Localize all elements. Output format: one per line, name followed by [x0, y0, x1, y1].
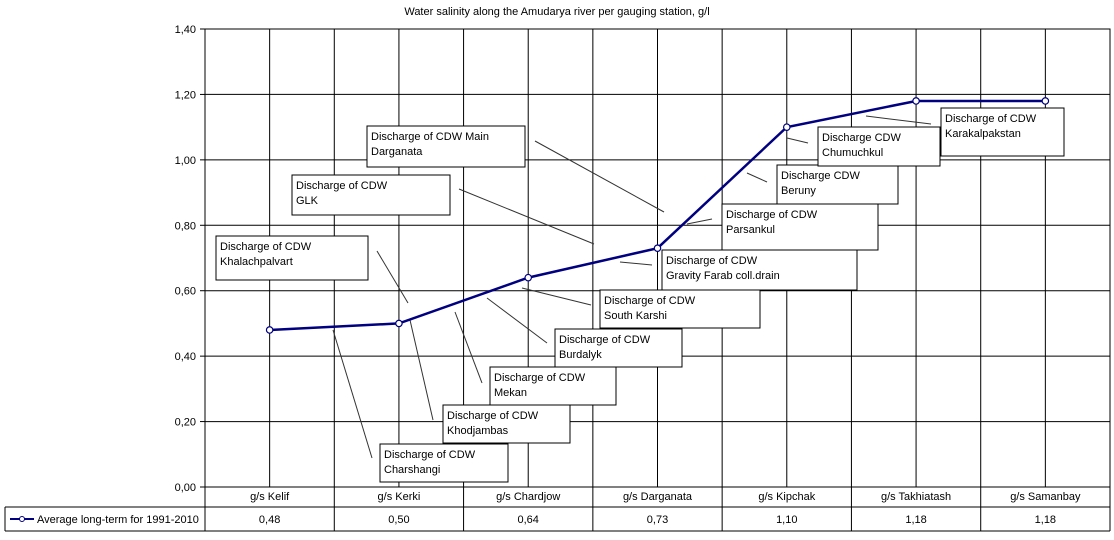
x-category-label: g/s Takhiatash	[881, 491, 951, 503]
annotation-line2: Karakalpakstan	[945, 128, 1021, 140]
annotation-line1: Discharge of CDW	[604, 295, 696, 307]
y-tick-label: 0,00	[175, 482, 196, 494]
annotation-box: Discharge CDW Chumuchkul	[817, 126, 941, 167]
data-value-label: 0,73	[647, 514, 668, 526]
y-tick-label: 0,20	[175, 417, 196, 429]
annotation-leader-line	[619, 261, 653, 266]
annotation-line1: Discharge of CDW	[447, 410, 539, 422]
annotation-frame	[721, 203, 879, 251]
data-point	[653, 244, 662, 252]
annotation-frame	[442, 404, 571, 444]
annotation-frame	[379, 443, 509, 483]
y-tick-label: 1,20	[175, 89, 196, 101]
annotation-box: Discharge of CDW Khalachpalvart	[215, 235, 369, 281]
annotation-frame	[291, 174, 451, 216]
x-category-label: g/s Chardjow	[496, 491, 560, 503]
annotation-line1: Discharge of CDW	[220, 241, 312, 253]
data-point	[265, 326, 274, 334]
annotation-leader-line	[454, 311, 483, 384]
annotation-line1: Discharge of CDW	[384, 449, 476, 461]
annotation-box: Discharge of CDW South Karshi	[599, 289, 761, 329]
y-tick-label: 1,00	[175, 155, 196, 167]
y-tick-label: 0,80	[175, 220, 196, 232]
x-category-label: g/s Darganata	[623, 491, 693, 503]
data-value-label: 1,18	[905, 514, 926, 526]
annotation-box: Discharge of CDW Parsankul	[721, 203, 879, 251]
data-point	[1041, 97, 1050, 105]
annotation-line1: Discharge of CDW	[666, 255, 758, 267]
data-point	[395, 319, 403, 328]
annotation-box: Discharge of CDW Khodjambas	[442, 404, 571, 444]
annotation-leader-line	[376, 250, 409, 304]
annotation-line2: Gravity Farab coll.drain	[666, 270, 780, 282]
annotation-line1: Discharge of CDW	[494, 372, 586, 384]
annotation-frame	[776, 164, 899, 205]
y-tick-label: 1,40	[175, 24, 196, 36]
annotation-line1: Discharge CDW	[781, 170, 860, 182]
annotation-line1: Discharge of CDW	[945, 113, 1037, 125]
data-value-label: 0,50	[388, 514, 409, 526]
x-category-label: g/s Kipchak	[758, 491, 815, 503]
annotation-leader-line	[332, 329, 373, 459]
x-category-label: g/s Samanbay	[1010, 491, 1081, 503]
annotation-frame	[366, 125, 526, 168]
chart-title: Water salinity along the Amudarya river …	[404, 6, 709, 18]
annotation-frame	[554, 328, 683, 368]
annotation-box: Discharge of CDW Gravity Farab coll.drain	[661, 249, 858, 291]
annotation-line1: Discharge of CDW	[726, 209, 818, 221]
annotation-line2: Chumuchkul	[822, 147, 883, 159]
annotation-box: Discharge of CDW GLK	[291, 174, 451, 216]
annotation-frame	[817, 126, 941, 167]
annotation-leader-line	[521, 287, 592, 306]
annotation-leader-line	[409, 319, 434, 421]
annotation-line2: Charshangi	[384, 464, 440, 476]
annotation-leader-line	[534, 140, 665, 213]
annotation-frame	[661, 249, 858, 291]
y-tick-label: 0,60	[175, 286, 196, 298]
data-value-label: 1,18	[1035, 514, 1056, 526]
data-value-label: 0,64	[518, 514, 539, 526]
annotation-line2: GLK	[296, 195, 319, 207]
annotation-line2: Parsankul	[726, 224, 775, 236]
annotation-box: Discharge CDW Beruny	[776, 164, 899, 205]
x-category-label: g/s Kerki	[378, 491, 421, 503]
annotation-line1: Discharge of CDW	[559, 334, 651, 346]
annotation-line2: Beruny	[781, 185, 816, 197]
data-point	[782, 123, 791, 131]
annotation-line1: Discharge CDW	[822, 132, 901, 144]
legend-label: Average long-term for 1991-2010	[37, 514, 199, 526]
annotation-leader-line	[686, 218, 713, 225]
annotation-box: Discharge of CDW Burdalyk	[554, 328, 683, 368]
data-point	[912, 97, 920, 105]
annotation-leader-line	[458, 188, 595, 245]
x-category-label: g/s Kelif	[250, 491, 290, 503]
annotation-leader-line	[746, 172, 768, 183]
annotation-box: Discharge of CDW Karakalpakstan	[940, 107, 1065, 157]
annotation-line1: Discharge of CDW Main	[371, 131, 489, 143]
annotation-leader-line	[786, 137, 809, 144]
annotation-frame	[489, 366, 617, 406]
annotation-line1: Discharge of CDW	[296, 180, 388, 192]
annotation-frame	[215, 235, 369, 281]
y-tick-label: 0,40	[175, 351, 196, 363]
data-point	[524, 273, 533, 282]
legend-marker-icon	[19, 516, 25, 522]
annotation-line2: Khalachpalvart	[220, 256, 293, 268]
data-value-label: 1,10	[776, 514, 797, 526]
annotation-line2: Darganata	[371, 146, 423, 158]
data-value-label: 0,48	[259, 514, 280, 526]
annotation-line2: Khodjambas	[447, 425, 509, 437]
annotation-frame	[599, 289, 761, 329]
annotation-leader-line	[865, 115, 932, 125]
annotation-line2: Burdalyk	[559, 349, 602, 361]
annotation-box: Discharge of CDW Main Darganata	[366, 125, 526, 168]
annotation-frame	[940, 107, 1065, 157]
annotation-box: Discharge of CDW Mekan	[489, 366, 617, 406]
annotation-line2: Mekan	[494, 387, 527, 399]
annotation-box: Discharge of CDW Charshangi	[379, 443, 509, 483]
annotation-line2: South Karshi	[604, 310, 667, 322]
annotation-leader-line	[486, 297, 548, 344]
